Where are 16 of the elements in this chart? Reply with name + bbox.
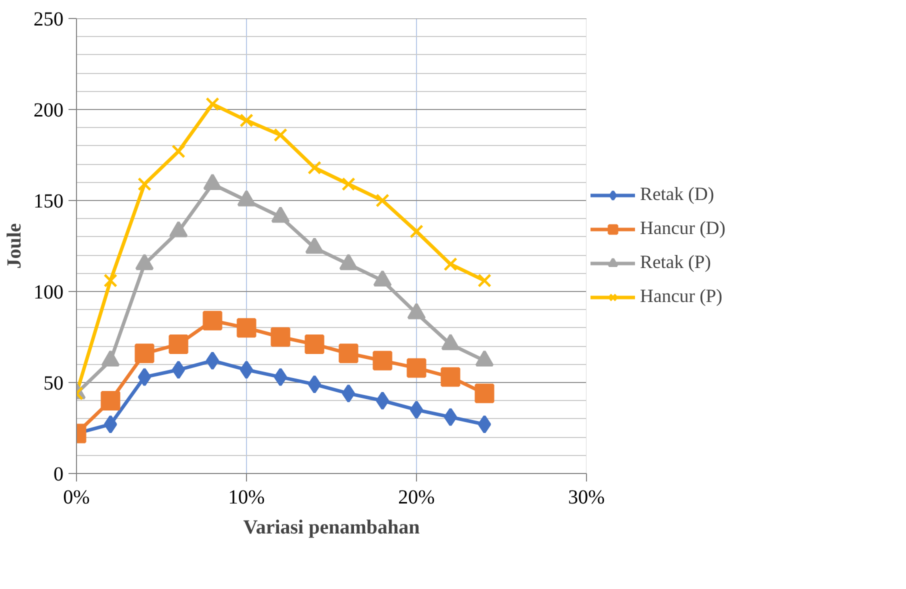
legend-label: Hancur (D) xyxy=(640,218,726,240)
x-tick-label: 0% xyxy=(63,486,90,508)
y-tick-label: 250 xyxy=(34,8,64,30)
y-tick-label: 100 xyxy=(34,282,64,304)
x-axis-title: Variasi penambahan xyxy=(243,516,420,538)
x-tick-label: 10% xyxy=(228,486,265,508)
x-tick-label: 30% xyxy=(568,486,605,508)
legend-label: Retak (P) xyxy=(640,252,711,274)
y-tick-label: 0 xyxy=(54,464,64,486)
legend-label: Retak (D) xyxy=(640,184,714,206)
y-tick-label: 50 xyxy=(44,372,64,394)
y-tick-label: 200 xyxy=(34,100,64,122)
y-axis-title: Joule xyxy=(4,223,26,269)
legend-label: Hancur (P) xyxy=(640,286,722,308)
y-tick-label: 150 xyxy=(34,190,64,212)
x-tick-label: 20% xyxy=(398,486,435,508)
